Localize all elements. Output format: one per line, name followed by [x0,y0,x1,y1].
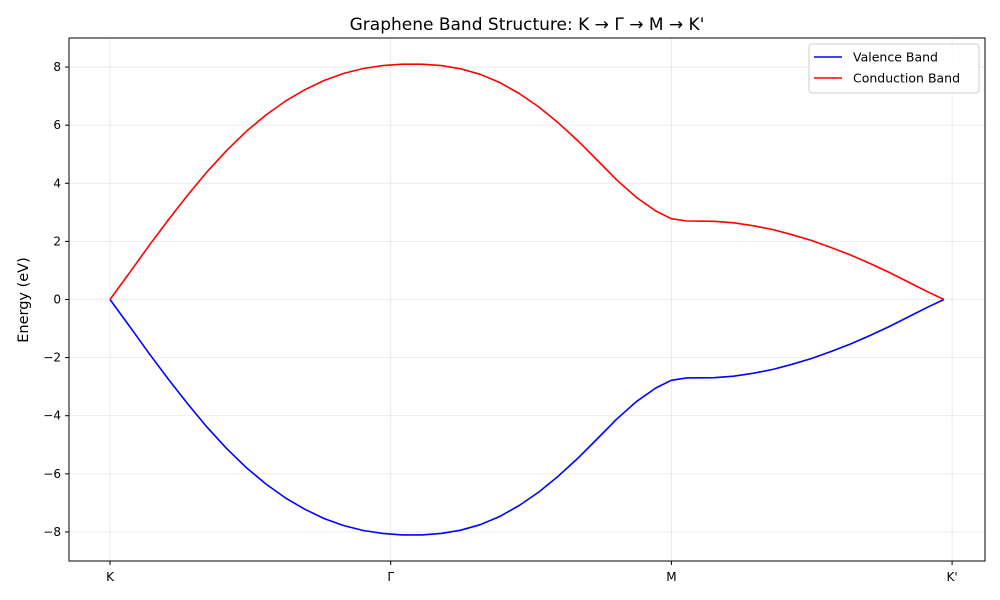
x-tick-label: Γ [387,570,394,584]
y-tick-label: 8 [53,60,61,74]
chart-title: Graphene Band Structure: K → Γ → M → K' [350,15,705,35]
y-axis: −8 −6 −4 −2 0 2 4 6 8 [43,60,69,539]
grid [69,38,985,561]
y-axis-label: Energy (eV) [16,257,32,343]
x-tick-label: K [106,570,115,584]
legend-label: Valence Band [853,50,938,65]
series-line-valence-band [109,298,945,536]
y-tick-label: 4 [53,176,61,190]
y-tick-label: 2 [53,234,61,248]
x-tick-label: K' [947,570,958,584]
legend-label: Conduction Band [853,71,960,86]
x-axis: K Γ M K' [106,561,958,584]
legend: Valence Band Conduction Band [808,43,980,94]
x-tick-label: M [666,570,676,584]
y-tick-label: −6 [43,467,61,481]
y-tick-label: −4 [43,409,61,423]
series-line-conduction-band [109,63,945,301]
y-tick-label: 0 [53,293,61,307]
legend-box [808,43,980,94]
y-tick-label: −8 [43,525,61,539]
plot-lines [109,63,945,536]
y-tick-label: 6 [53,118,61,132]
y-tick-label: −2 [43,351,61,365]
